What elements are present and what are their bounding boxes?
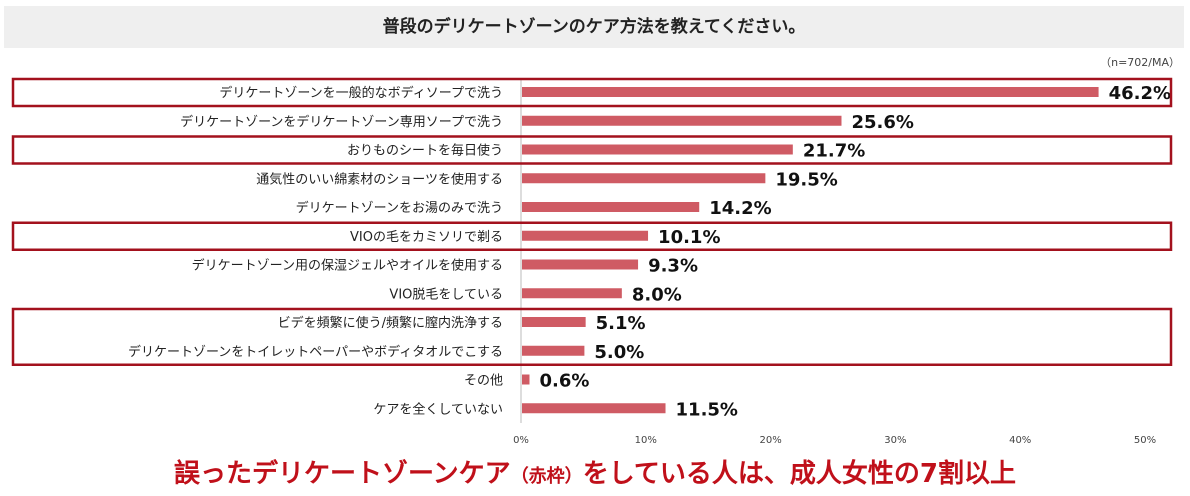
bar: [522, 87, 1099, 97]
bar: [522, 144, 793, 155]
footer-paren: （赤枠）: [510, 466, 583, 487]
category-label: 通気性のいい綿素材のショーツを使用する: [256, 171, 503, 187]
highlight-box: [11, 77, 1173, 108]
bar: [522, 345, 585, 356]
value-label: 10.1%: [658, 227, 720, 248]
category-label: その他: [464, 374, 503, 389]
x-tick-label: 0%: [513, 435, 529, 446]
footer-message: 誤ったデリケートゾーンケア（赤枠）をしている人は、成人女性の7割以上: [0, 453, 1190, 490]
value-label: 9.3%: [648, 256, 698, 277]
bar: [522, 115, 842, 126]
value-label: 5.0%: [594, 342, 644, 363]
x-tick-label: 10%: [635, 435, 657, 446]
x-tick-label: 20%: [759, 435, 781, 446]
value-label: 46.2%: [1109, 83, 1171, 104]
category-label: ビデを頻繁に使う/頻繁に膣内洗浄する: [278, 315, 503, 331]
category-label: VIOの毛をカミソリで剃る: [350, 230, 503, 245]
value-label: 19.5%: [775, 169, 837, 190]
bar: [522, 173, 766, 184]
x-tick-label: 50%: [1134, 435, 1156, 446]
chart-title: 普段のデリケートゾーンのケア方法を教えてください。: [382, 17, 806, 37]
bar: [522, 317, 586, 327]
value-label: 11.5%: [676, 399, 738, 420]
footer-part2: をしている人は、成人女性の7割以上: [582, 459, 1016, 489]
value-label: 5.1%: [596, 313, 646, 334]
x-tick-label: 30%: [884, 435, 906, 446]
bar: [522, 288, 622, 299]
category-label: おりものシートを毎日使う: [347, 143, 503, 159]
bar: [522, 230, 649, 241]
sample-note: （n=702/MA）: [1100, 56, 1180, 69]
value-label: 21.7%: [803, 141, 865, 162]
value-label: 14.2%: [709, 198, 771, 219]
highlight-box: [11, 307, 1173, 366]
category-label: デリケートゾーンをデリケートゾーン専用ソープで洗う: [180, 114, 503, 130]
value-label: 0.6%: [539, 371, 589, 392]
footer-part1: 誤ったデリケートゾーンケア: [173, 459, 511, 489]
title-band: 普段のデリケートゾーンのケア方法を教えてください。: [4, 6, 1184, 48]
category-label: デリケートゾーンをお湯のみで洗う: [296, 200, 503, 216]
category-label: デリケートゾーンを一般的なボディソープで洗う: [219, 85, 503, 101]
highlight-box: [11, 221, 1173, 251]
value-label: 25.6%: [851, 112, 913, 133]
bar: [522, 403, 666, 414]
bar: [522, 259, 639, 270]
category-label: デリケートゾーン用の保湿ジェルやオイルを使用する: [192, 258, 503, 274]
bar: [522, 202, 700, 212]
bar-chart: デリケートゾーンを一般的なボディソープで洗う 46.2% デリケートゾーンをデリケー…: [11, 77, 1173, 446]
highlight-box: [11, 135, 1173, 165]
category-label: VIO脱毛をしている: [389, 287, 503, 302]
bar: [522, 374, 530, 385]
x-tick-label: 40%: [1009, 435, 1031, 446]
value-label: 8.0%: [632, 284, 682, 305]
category-label: デリケートゾーンをトイレットペーパーやボディタオルでこする: [128, 344, 503, 360]
category-label: ケアを全くしていない: [373, 401, 503, 417]
